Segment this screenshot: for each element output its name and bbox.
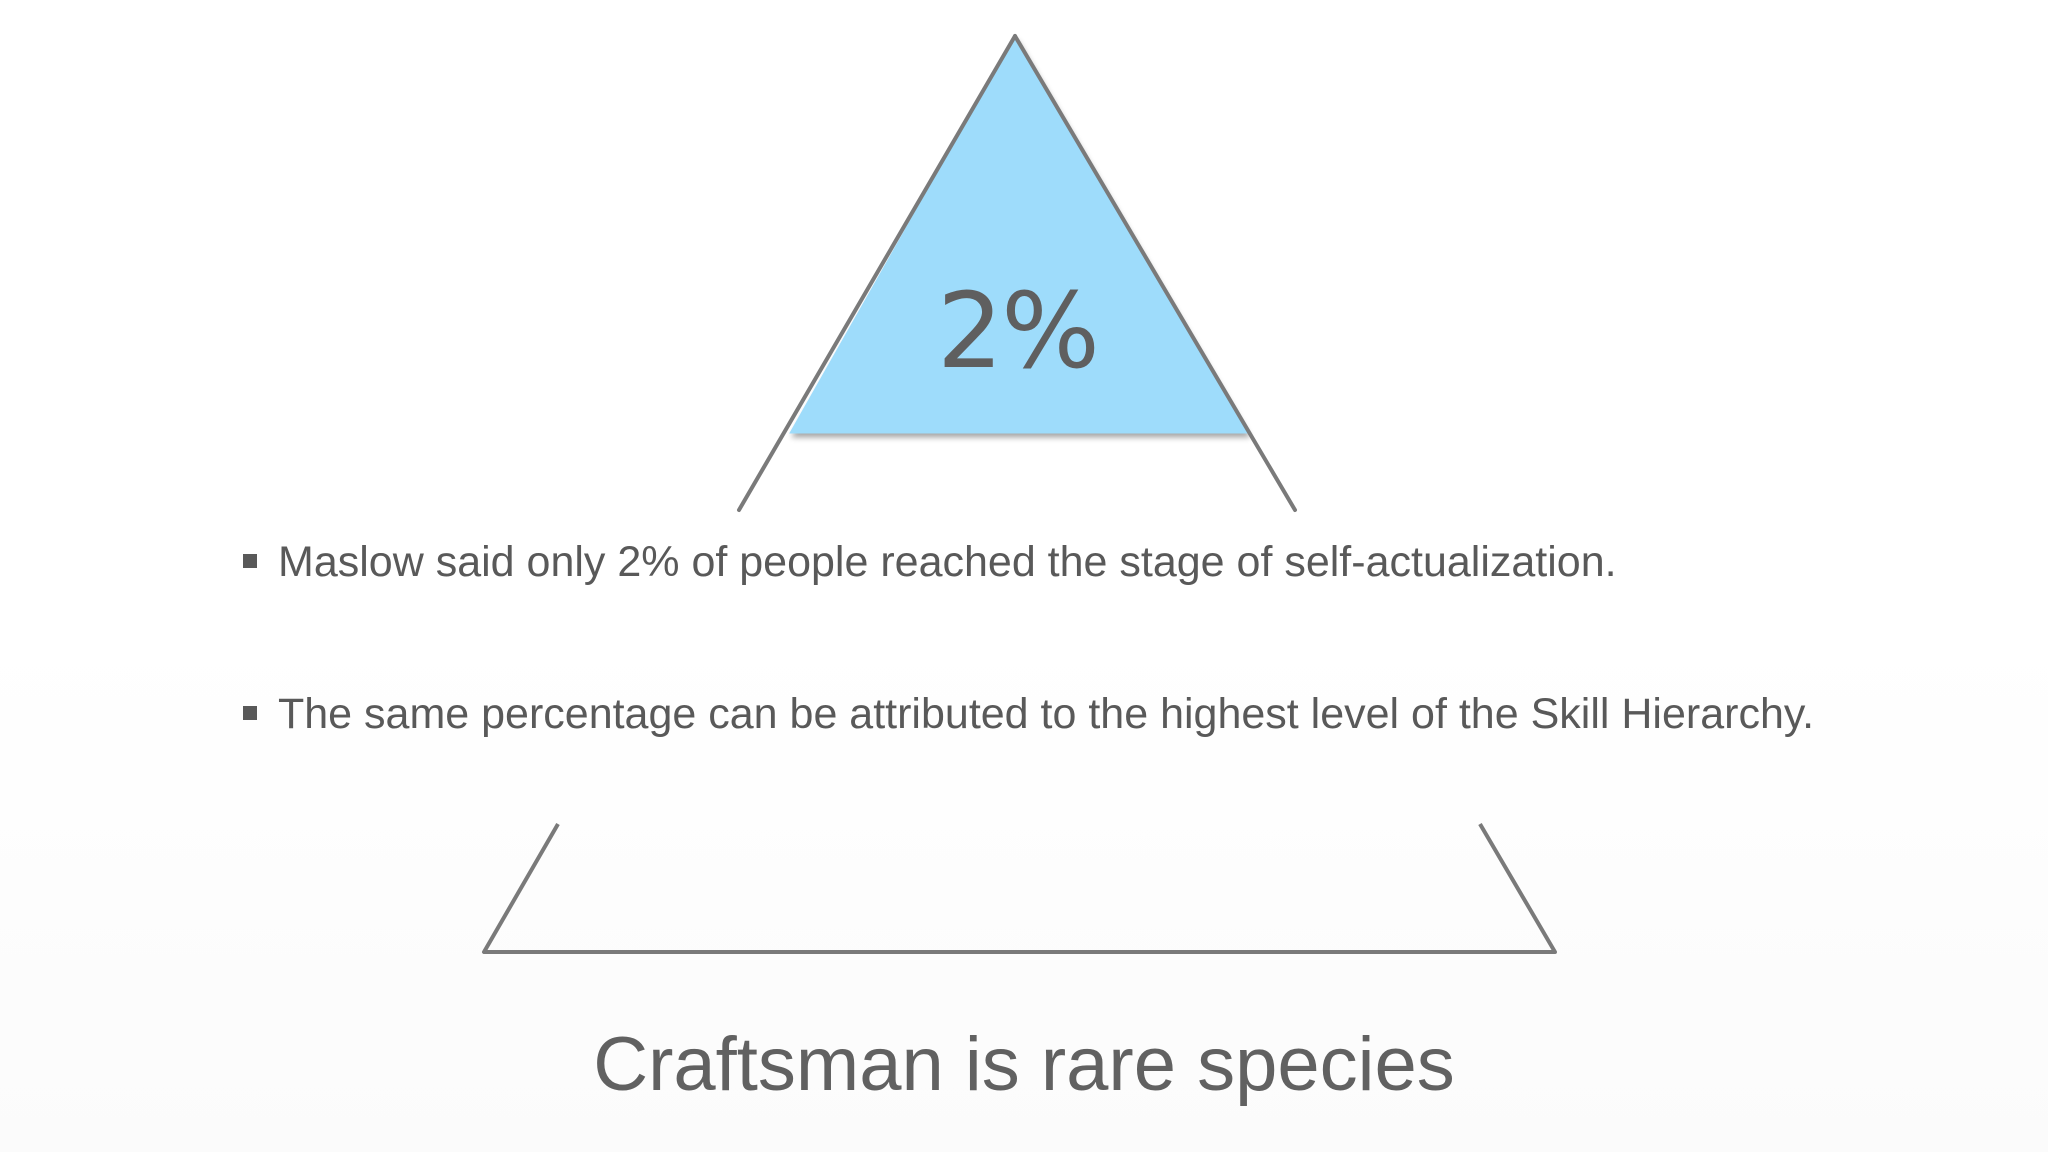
bullet-text: The same percentage can be attributed to… — [278, 690, 1815, 738]
pyramid-right-edge-upper — [1013, 34, 1297, 512]
pyramid-left-edge-upper — [737, 34, 1017, 512]
bullet-item: The same percentage can be attributed to… — [240, 682, 2020, 746]
bullet-item: Maslow said only 2% of people reached th… — [240, 530, 2020, 594]
slide-caption: Craftsman is rare species — [593, 1022, 1455, 1107]
apex-percentage-label: 2% — [937, 270, 1100, 392]
square-bullet-icon — [243, 554, 257, 568]
bullet-text: Maslow said only 2% of people reached th… — [278, 538, 1617, 586]
bullet-list: Maslow said only 2% of people reached th… — [240, 530, 2020, 746]
pyramid-base — [482, 822, 1557, 954]
square-bullet-icon — [243, 706, 257, 720]
